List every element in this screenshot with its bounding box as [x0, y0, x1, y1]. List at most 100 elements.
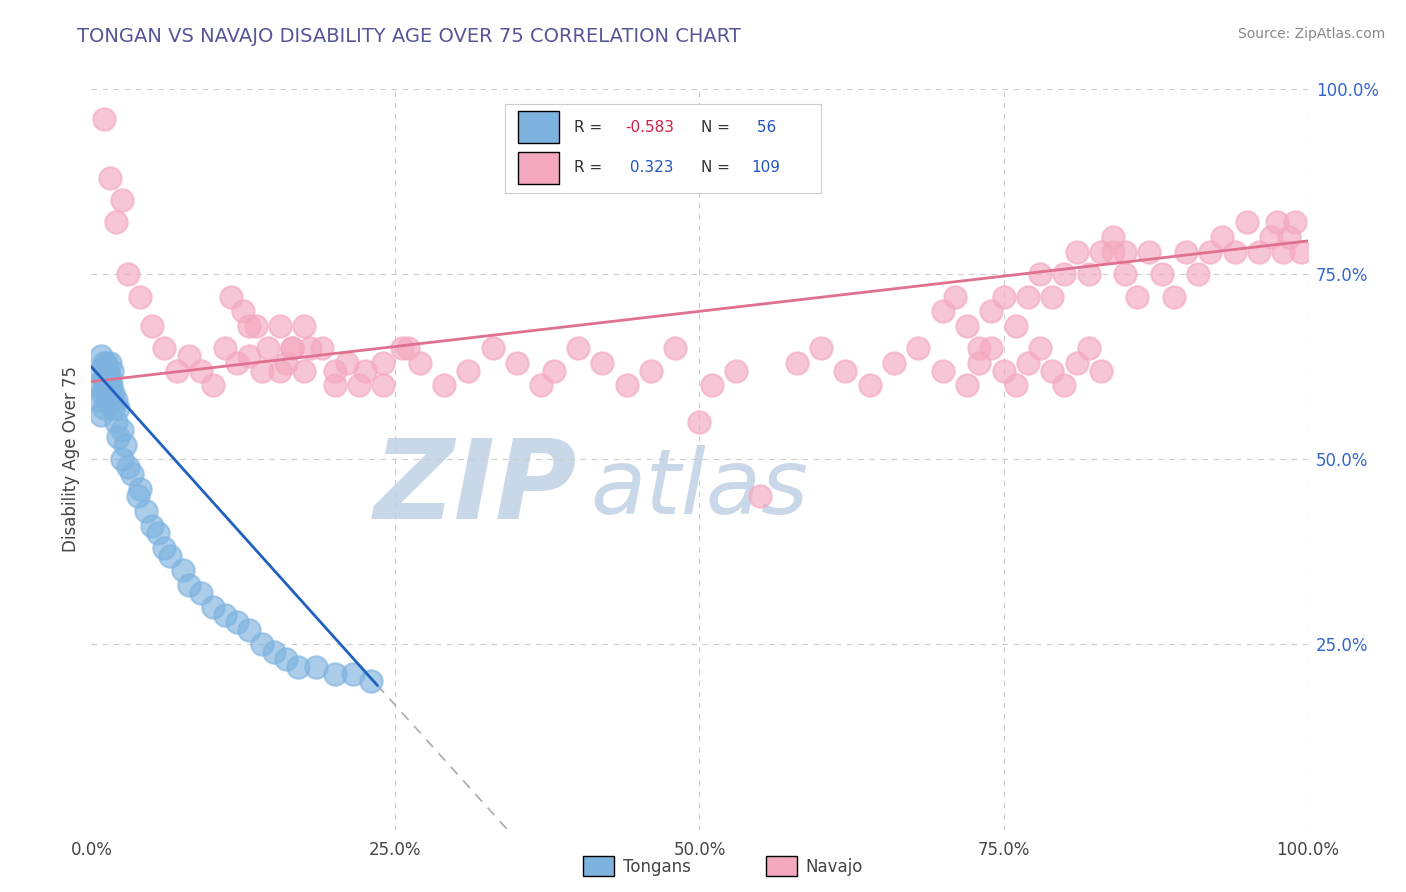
Point — [956, 378, 979, 392]
Point — [342, 667, 364, 681]
Point — [98, 171, 121, 186]
Point — [1236, 215, 1258, 229]
Point — [391, 341, 413, 355]
Text: ZIP: ZIP — [374, 435, 578, 542]
Point — [481, 341, 503, 355]
Point — [107, 430, 129, 444]
Point — [1102, 245, 1125, 260]
Point — [159, 549, 181, 563]
Point — [1175, 245, 1198, 260]
Point — [700, 378, 723, 392]
Point — [993, 363, 1015, 377]
Point — [121, 467, 143, 482]
Point — [786, 356, 808, 370]
Point — [1284, 215, 1306, 229]
Point — [91, 385, 114, 400]
Point — [347, 378, 370, 392]
Point — [640, 363, 662, 377]
Point — [94, 378, 117, 392]
Point — [931, 363, 953, 377]
Point — [1066, 245, 1088, 260]
Point — [543, 363, 565, 377]
Point — [214, 607, 236, 622]
Point — [104, 415, 127, 429]
Point — [724, 363, 747, 377]
Point — [238, 349, 260, 363]
Point — [100, 393, 122, 408]
Point — [591, 356, 613, 370]
Point — [214, 341, 236, 355]
Point — [1114, 268, 1136, 282]
Point — [86, 378, 108, 392]
Point — [859, 378, 882, 392]
Point — [1066, 356, 1088, 370]
Point — [269, 363, 291, 377]
Point — [1126, 289, 1149, 303]
Point — [135, 504, 157, 518]
Point — [98, 371, 121, 385]
Point — [93, 371, 115, 385]
Point — [141, 519, 163, 533]
Point — [1265, 215, 1288, 229]
Point — [281, 341, 304, 355]
Point — [354, 363, 377, 377]
Text: atlas: atlas — [591, 445, 808, 533]
Point — [373, 378, 395, 392]
Point — [96, 393, 118, 408]
Point — [90, 408, 112, 422]
Point — [256, 341, 278, 355]
Point — [172, 564, 194, 578]
Point — [98, 356, 121, 370]
Point — [299, 341, 322, 355]
Point — [219, 289, 242, 303]
Point — [93, 112, 115, 126]
Point — [1004, 319, 1026, 334]
Point — [323, 363, 346, 377]
Point — [993, 289, 1015, 303]
Point — [980, 341, 1002, 355]
Point — [250, 363, 273, 377]
Point — [148, 526, 170, 541]
Point — [97, 363, 120, 377]
Point — [232, 304, 254, 318]
Point — [107, 401, 129, 415]
Point — [103, 385, 125, 400]
Point — [269, 319, 291, 334]
Point — [1017, 289, 1039, 303]
Point — [87, 393, 110, 408]
Point — [409, 356, 432, 370]
Point — [129, 482, 152, 496]
Point — [1102, 230, 1125, 244]
Point — [1260, 230, 1282, 244]
Point — [166, 363, 188, 377]
Point — [287, 659, 309, 673]
Point — [97, 378, 120, 392]
Point — [883, 356, 905, 370]
Point — [311, 341, 333, 355]
Point — [616, 378, 638, 392]
Point — [103, 401, 125, 415]
Point — [1223, 245, 1246, 260]
Text: Tongans: Tongans — [623, 858, 690, 876]
Point — [567, 341, 589, 355]
Point — [1077, 268, 1099, 282]
Point — [153, 541, 176, 556]
Point — [967, 356, 990, 370]
Point — [111, 423, 134, 437]
Point — [245, 319, 267, 334]
Point — [1278, 230, 1301, 244]
Point — [117, 268, 139, 282]
Point — [396, 341, 419, 355]
Point — [1139, 245, 1161, 260]
Point — [129, 289, 152, 303]
Point — [1187, 268, 1209, 282]
Point — [1199, 245, 1222, 260]
Point — [360, 674, 382, 689]
Point — [94, 363, 117, 377]
Point — [93, 401, 115, 415]
Point — [238, 623, 260, 637]
Point — [202, 600, 225, 615]
Point — [810, 341, 832, 355]
Point — [238, 319, 260, 334]
Point — [907, 341, 929, 355]
